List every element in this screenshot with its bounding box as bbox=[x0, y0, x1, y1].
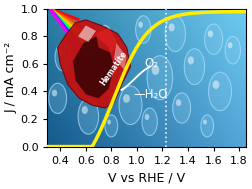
Ellipse shape bbox=[100, 30, 104, 35]
Ellipse shape bbox=[183, 49, 204, 85]
Text: —H₂O: —H₂O bbox=[133, 88, 167, 101]
Ellipse shape bbox=[57, 49, 62, 55]
Ellipse shape bbox=[78, 98, 98, 134]
Text: Hematite: Hematite bbox=[98, 49, 129, 87]
Ellipse shape bbox=[105, 115, 117, 137]
Ellipse shape bbox=[52, 90, 57, 96]
X-axis label: V vs RHE / V: V vs RHE / V bbox=[108, 171, 184, 184]
Polygon shape bbox=[78, 25, 96, 42]
Ellipse shape bbox=[107, 120, 111, 125]
Ellipse shape bbox=[212, 80, 218, 89]
Ellipse shape bbox=[147, 56, 172, 100]
Ellipse shape bbox=[141, 108, 157, 136]
Ellipse shape bbox=[48, 83, 66, 114]
Y-axis label: J / mA cm⁻²: J / mA cm⁻² bbox=[5, 42, 18, 113]
Ellipse shape bbox=[118, 86, 141, 125]
Ellipse shape bbox=[200, 115, 213, 137]
Ellipse shape bbox=[207, 30, 212, 37]
Ellipse shape bbox=[135, 16, 150, 43]
Ellipse shape bbox=[172, 93, 190, 123]
Ellipse shape bbox=[168, 23, 174, 31]
Polygon shape bbox=[57, 20, 130, 108]
Ellipse shape bbox=[122, 94, 130, 103]
Ellipse shape bbox=[138, 22, 142, 28]
Text: O₂: O₂ bbox=[144, 57, 158, 70]
Polygon shape bbox=[73, 36, 113, 98]
Polygon shape bbox=[113, 43, 126, 69]
Ellipse shape bbox=[81, 106, 87, 114]
Ellipse shape bbox=[98, 25, 111, 47]
Ellipse shape bbox=[151, 65, 159, 75]
Polygon shape bbox=[96, 28, 117, 53]
Ellipse shape bbox=[164, 16, 185, 52]
Ellipse shape bbox=[187, 56, 193, 64]
Ellipse shape bbox=[202, 120, 206, 125]
Ellipse shape bbox=[204, 24, 222, 54]
Ellipse shape bbox=[224, 36, 239, 64]
Ellipse shape bbox=[208, 72, 231, 111]
Ellipse shape bbox=[55, 43, 70, 71]
Ellipse shape bbox=[144, 114, 149, 120]
Ellipse shape bbox=[175, 99, 180, 106]
Ellipse shape bbox=[227, 42, 232, 48]
